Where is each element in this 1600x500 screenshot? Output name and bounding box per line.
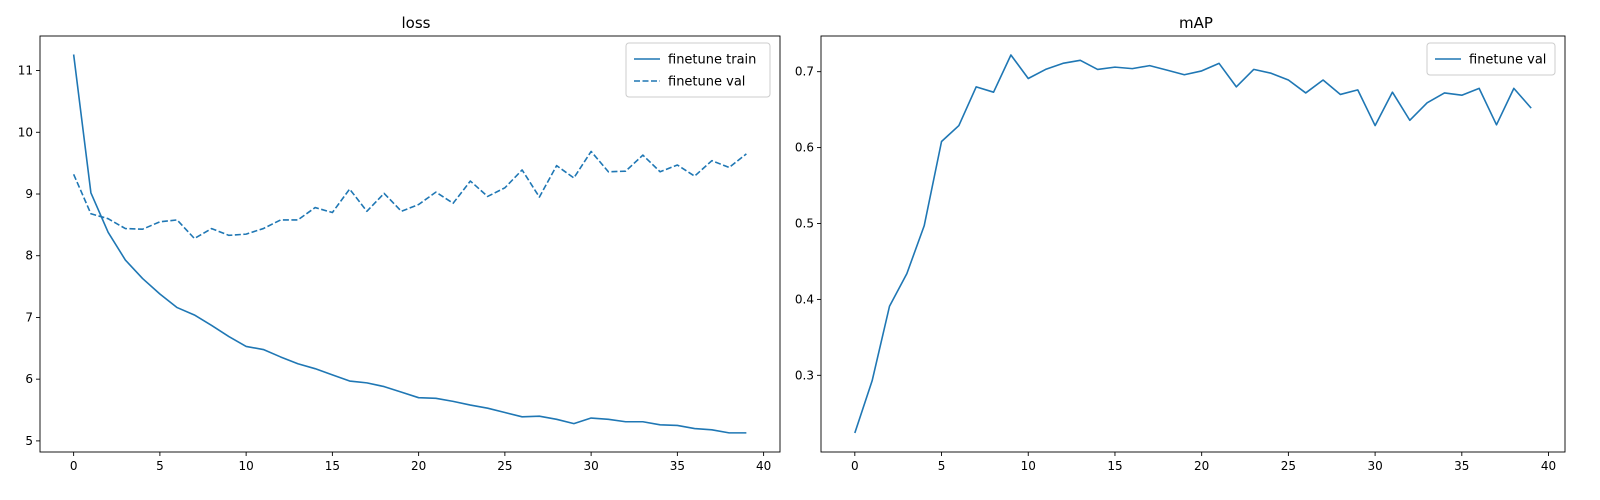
loss-y-tick-label: 7 <box>25 310 33 324</box>
map-x-tick-label: 25 <box>1281 459 1296 473</box>
map-x-tick-label: 0 <box>851 459 859 473</box>
loss-y-tick-label: 5 <box>25 434 33 448</box>
map-y-tick-label: 0.3 <box>795 368 814 382</box>
loss-x-tick-label: 25 <box>497 459 512 473</box>
map-legend-box <box>1426 42 1556 76</box>
map-y-tick-label: 0.5 <box>795 217 814 231</box>
map-y-tick-label: 0.6 <box>795 141 814 155</box>
loss-series-line-0 <box>72 54 747 434</box>
map-x-tick-label: 15 <box>1107 459 1122 473</box>
loss-x-tick-label: 5 <box>156 459 164 473</box>
loss-x-tick-label: 0 <box>70 459 78 473</box>
loss-x-tick-label: 10 <box>238 459 253 473</box>
map-y-tick-label: 0.7 <box>795 65 814 79</box>
loss-y-tick-label: 11 <box>18 64 33 78</box>
loss-legend-label-1: finetune val <box>668 75 745 90</box>
loss-x-tick-label: 30 <box>583 459 598 473</box>
map-x-tick-label: 10 <box>1021 459 1036 473</box>
map-x-tick-label: 40 <box>1541 459 1556 473</box>
loss-chart-title: loss <box>402 14 431 32</box>
loss-x-tick-label: 40 <box>756 459 771 473</box>
loss-x-tick-label: 15 <box>325 459 340 473</box>
map-chart: mAP 0 5 10 15 20 25 30 35 40 0.3 0.4 0.5 0.6 0.7 finet… <box>795 14 1566 473</box>
loss-legend: finetune train finetune val <box>625 42 771 98</box>
map-chart-title: mAP <box>1179 14 1213 32</box>
map-x-tick-label: 30 <box>1367 459 1382 473</box>
loss-y-tick-label: 8 <box>25 249 33 263</box>
loss-chart: loss 0 5 10 15 20 25 30 35 40 5 6 7 8 9 10 11 finetune t… <box>18 14 781 473</box>
loss-y-tick-label: 6 <box>25 372 33 386</box>
map-y-tick-label: 0.4 <box>795 292 814 306</box>
loss-legend-box <box>625 42 771 98</box>
map-plot-area: 0 5 10 15 20 25 30 35 40 0.3 0.4 0.5 0.6 0.7 finetune … <box>795 35 1566 473</box>
loss-x-tick-label: 20 <box>411 459 426 473</box>
loss-x-tick-label: 35 <box>670 459 685 473</box>
map-series-line-0 <box>854 54 1532 434</box>
map-legend-label-0: finetune val <box>1469 53 1546 68</box>
loss-legend-label-0: finetune train <box>668 53 756 68</box>
map-axes-frame <box>820 35 1566 453</box>
loss-y-tick-label: 9 <box>25 187 33 201</box>
map-legend: finetune val <box>1426 42 1556 76</box>
loss-axes-frame <box>39 35 781 453</box>
loss-y-tick-label: 10 <box>18 125 33 139</box>
map-x-tick-label: 35 <box>1454 459 1469 473</box>
map-x-tick-label: 20 <box>1194 459 1209 473</box>
map-x-tick-label: 5 <box>938 459 946 473</box>
loss-series-line-1 <box>72 150 747 240</box>
